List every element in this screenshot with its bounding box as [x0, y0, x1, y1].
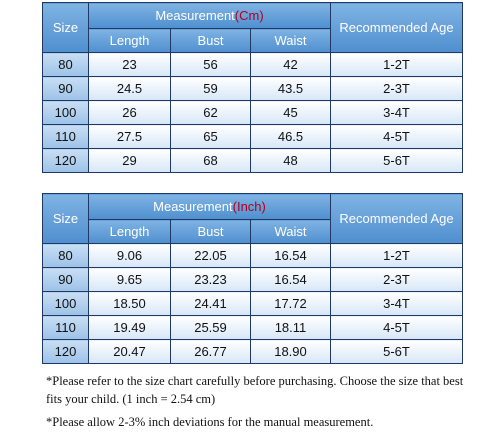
column-header: Bust	[170, 28, 251, 53]
size-cell: 120	[42, 339, 89, 364]
data-cell: 62	[170, 100, 251, 125]
data-cell: 1-2T	[330, 243, 463, 268]
data-cell: 45	[249, 100, 332, 125]
size-cell: 80	[42, 52, 89, 77]
data-cell: 18.90	[250, 339, 331, 364]
header-row: Size Measurement(Cm) Recommended Age	[42, 2, 464, 53]
data-cell: 26.77	[170, 339, 251, 364]
data-cell: 9.06	[88, 243, 171, 268]
data-row: 90 9.65 23.23 16.54 2-3T	[42, 267, 463, 292]
size-cell: 80	[42, 243, 89, 268]
data-cell: 27.5	[88, 124, 171, 149]
data-cell: 43.5	[249, 76, 332, 101]
column-header: Waist	[249, 28, 332, 53]
header-row: Size Measurement(Inch) Recommended Age	[42, 193, 463, 244]
data-cell: 5-6T	[330, 148, 464, 173]
size-cell: 110	[42, 124, 89, 149]
size-cell: 120	[42, 148, 89, 173]
data-cell: 24.5	[88, 76, 171, 101]
column-header: Waist	[250, 219, 331, 244]
notes: *Please refer to the size chart carefull…	[46, 372, 466, 436]
data-cell: 20.47	[88, 339, 171, 364]
data-cell: 18.11	[250, 315, 331, 340]
data-cell: 59	[170, 76, 251, 101]
note: *Please allow 2-3% inch deviations for t…	[46, 415, 374, 429]
data-cell: 5-6T	[330, 339, 463, 364]
column-header: Length	[88, 219, 171, 244]
measurement-header: Measurement(Inch)	[88, 193, 331, 220]
data-cell: 25.59	[170, 315, 251, 340]
size-table: Size Measurement(Inch) Recommended Age Leng…	[42, 193, 463, 364]
data-cell: 16.54	[250, 243, 331, 268]
measurement-label: Measurement	[155, 8, 235, 23]
data-row: 90 24.5 59 43.5 2-3T	[42, 76, 464, 101]
data-cell: 1-2T	[330, 52, 464, 77]
data-cell: 23.23	[170, 267, 251, 292]
data-row: 110 27.5 65 46.5 4-5T	[42, 124, 464, 149]
data-cell: 46.5	[249, 124, 332, 149]
unit-label: (Cm)	[234, 8, 264, 23]
unit-label: (Inch)	[232, 199, 266, 214]
age-header: Recommended Age	[330, 2, 464, 53]
data-cell: 42	[249, 52, 332, 77]
size-table: Size Measurement(Cm) Recommended Age Length…	[42, 2, 464, 173]
data-cell: 68	[170, 148, 251, 173]
size-cell: 100	[42, 291, 89, 316]
column-header: Length	[88, 28, 171, 53]
data-cell: 24.41	[170, 291, 251, 316]
data-cell: 2-3T	[330, 76, 464, 101]
header-row: Length Bust Waist	[43, 28, 463, 53]
size-cell: 90	[42, 267, 89, 292]
size-cell: 90	[42, 76, 89, 101]
data-cell: 9.65	[88, 267, 171, 292]
data-cell: 56	[170, 52, 251, 77]
size-cell: 100	[42, 100, 89, 125]
data-cell: 29	[88, 148, 171, 173]
data-row: 80 23 56 42 1-2T	[42, 52, 464, 77]
size-cell: 110	[42, 315, 89, 340]
data-cell: 23	[88, 52, 171, 77]
column-header: Bust	[170, 219, 251, 244]
measurement-header: Measurement(Cm)	[87, 2, 332, 29]
data-cell: 17.72	[250, 291, 331, 316]
measurement-label: Measurement	[153, 199, 233, 214]
data-cell: 3-4T	[330, 291, 463, 316]
data-cell: 26	[88, 100, 171, 125]
data-row: 100 18.50 24.41 17.72 3-4T	[42, 291, 463, 316]
data-cell: 18.50	[88, 291, 171, 316]
data-cell: 22.05	[170, 243, 251, 268]
data-cell: 3-4T	[330, 100, 464, 125]
data-cell: 4-5T	[330, 124, 464, 149]
data-cell: 48	[249, 148, 332, 173]
size-header: Size	[42, 2, 89, 53]
size-header: Size	[42, 193, 89, 244]
data-row: 100 26 62 45 3-4T	[42, 100, 464, 125]
data-row: 80 9.06 22.05 16.54 1-2T	[42, 243, 463, 268]
data-row: 120 20.47 26.77 18.90 5-6T	[42, 339, 463, 364]
data-cell: 16.54	[250, 267, 331, 292]
data-cell: 4-5T	[330, 315, 463, 340]
header-row: Length Bust Waist	[43, 219, 463, 244]
age-header: Recommended Age	[330, 193, 463, 244]
data-cell: 65	[170, 124, 251, 149]
note: *Please refer to the size chart carefull…	[46, 374, 464, 406]
data-cell: 19.49	[88, 315, 171, 340]
data-row: 120 29 68 48 5-6T	[42, 148, 464, 173]
data-row: 110 19.49 25.59 18.11 4-5T	[42, 315, 463, 340]
data-cell: 2-3T	[330, 267, 463, 292]
